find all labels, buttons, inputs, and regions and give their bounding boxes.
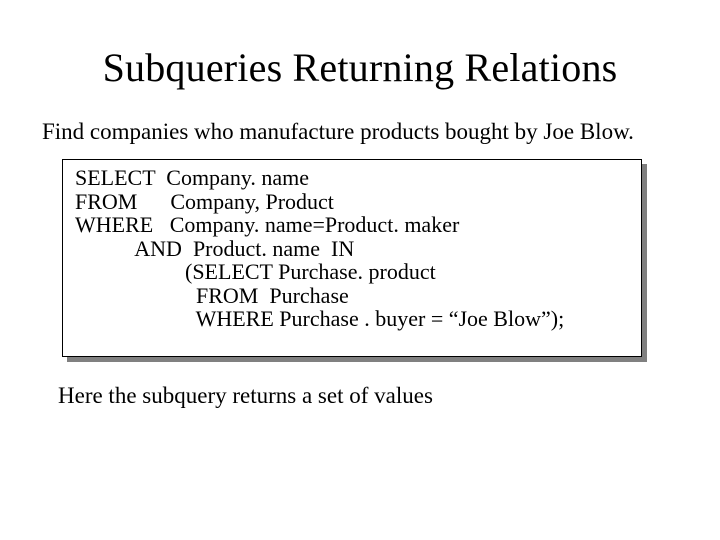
code-line-2: FROM Company, Product — [75, 189, 334, 214]
prompt-text: Find companies who manufacture products … — [0, 119, 720, 159]
code-line-6: FROM Purchase — [75, 283, 349, 308]
code-line-4: AND Product. name IN — [75, 236, 354, 261]
code-line-7: WHERE Purchase . buyer = “Joe Blow”); — [75, 306, 564, 331]
code-line-3: WHERE Company. name=Product. maker — [75, 212, 459, 237]
code-box: SELECT Company. name FROM Company, Produ… — [62, 159, 642, 357]
slide-container: Subqueries Returning Relations Find comp… — [0, 0, 720, 540]
slide-title: Subqueries Returning Relations — [0, 0, 720, 119]
footer-text: Here the subquery returns a set of value… — [0, 357, 720, 409]
code-line-5: (SELECT Purchase. product — [75, 259, 436, 284]
code-line-1: SELECT Company. name — [75, 165, 309, 190]
code-box-content: SELECT Company. name FROM Company, Produ… — [62, 159, 642, 357]
